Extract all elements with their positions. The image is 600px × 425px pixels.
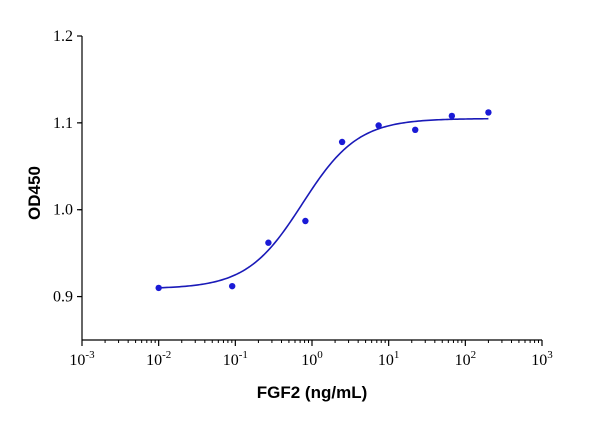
- x-tick-label: 103: [531, 349, 553, 369]
- x-tick-label: 101: [378, 349, 400, 369]
- y-tick-label: 1.2: [53, 28, 73, 45]
- fit-curve-layer: [158, 117, 489, 289]
- x-axis-title: FGF2 (ng/mL): [257, 383, 367, 402]
- data-point: [448, 112, 456, 120]
- data-point: [302, 217, 309, 225]
- x-tick-label: 10-2: [146, 349, 171, 369]
- x-tick-label: 10-3: [69, 349, 95, 369]
- fit-curve: [158, 117, 489, 289]
- data-points-layer: [155, 109, 492, 292]
- data-point: [338, 138, 346, 146]
- data-point: [265, 239, 272, 246]
- data-point: [412, 126, 419, 134]
- data-point: [155, 284, 162, 292]
- data-point: [375, 122, 382, 129]
- data-point: [485, 109, 492, 116]
- data-point: [228, 282, 236, 290]
- y-tick-label: 1.1: [53, 115, 73, 132]
- x-tick-label: 10-1: [223, 349, 248, 369]
- x-tick-label: 102: [455, 349, 477, 369]
- y-tick-label: 0.9: [53, 289, 73, 306]
- y-axis-title: OD450: [25, 166, 44, 220]
- y-tick-label: 1.0: [53, 202, 73, 219]
- ticks: 0.9 1.0 1.1 1.2 10-3 10-2 10-1 100 101 102 103: [53, 28, 553, 369]
- x-tick-label: 100: [301, 349, 323, 369]
